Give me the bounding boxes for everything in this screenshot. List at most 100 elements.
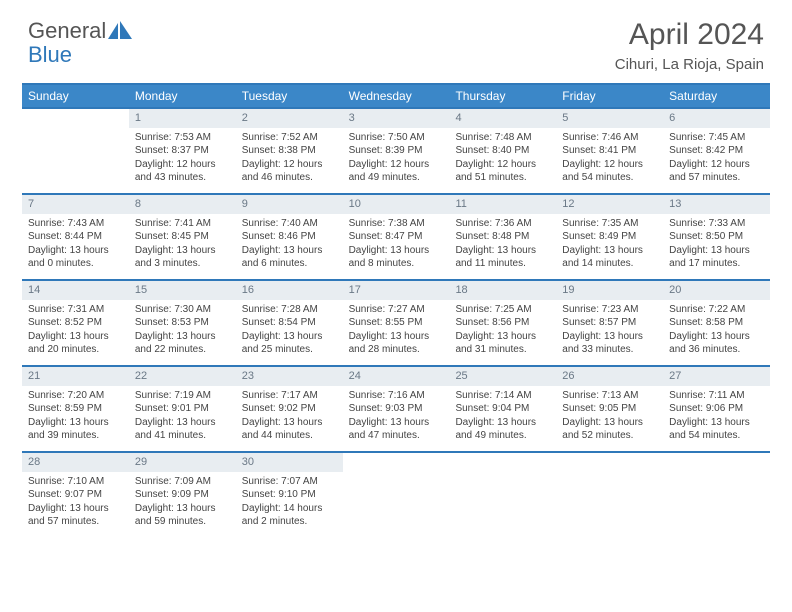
sunset-text: Sunset: 8:54 PM xyxy=(242,316,337,330)
daylight-text: Daylight: 13 hours and 47 minutes. xyxy=(349,416,444,443)
daylight-text: Daylight: 14 hours and 2 minutes. xyxy=(242,502,337,529)
sunset-text: Sunset: 8:41 PM xyxy=(562,144,657,158)
sunset-text: Sunset: 8:58 PM xyxy=(669,316,764,330)
day-number: 10 xyxy=(343,195,450,214)
day-body: Sunrise: 7:10 AMSunset: 9:07 PMDaylight:… xyxy=(22,472,129,535)
daylight-text: Daylight: 13 hours and 3 minutes. xyxy=(135,244,230,271)
weekday-fri: Friday xyxy=(556,85,663,107)
day-body: Sunrise: 7:16 AMSunset: 9:03 PMDaylight:… xyxy=(343,386,450,449)
sunrise-text: Sunrise: 7:38 AM xyxy=(349,217,444,231)
daylight-text: Daylight: 13 hours and 41 minutes. xyxy=(135,416,230,443)
day-number: 3 xyxy=(343,109,450,128)
sunrise-text: Sunrise: 7:13 AM xyxy=(562,389,657,403)
week-row: 1Sunrise: 7:53 AMSunset: 8:37 PMDaylight… xyxy=(22,107,770,193)
day-number: 17 xyxy=(343,281,450,300)
sunset-text: Sunset: 8:52 PM xyxy=(28,316,123,330)
day-body: Sunrise: 7:53 AMSunset: 8:37 PMDaylight:… xyxy=(129,128,236,191)
day-cell xyxy=(449,453,556,537)
day-cell: 27Sunrise: 7:11 AMSunset: 9:06 PMDayligh… xyxy=(663,367,770,451)
sunset-text: Sunset: 8:45 PM xyxy=(135,230,230,244)
daylight-text: Daylight: 13 hours and 28 minutes. xyxy=(349,330,444,357)
sunrise-text: Sunrise: 7:36 AM xyxy=(455,217,550,231)
day-number: 2 xyxy=(236,109,343,128)
day-body: Sunrise: 7:48 AMSunset: 8:40 PMDaylight:… xyxy=(449,128,556,191)
day-body: Sunrise: 7:30 AMSunset: 8:53 PMDaylight:… xyxy=(129,300,236,363)
day-cell: 23Sunrise: 7:17 AMSunset: 9:02 PMDayligh… xyxy=(236,367,343,451)
sunrise-text: Sunrise: 7:50 AM xyxy=(349,131,444,145)
day-number: 25 xyxy=(449,367,556,386)
daylight-text: Daylight: 12 hours and 43 minutes. xyxy=(135,158,230,185)
day-number: 6 xyxy=(663,109,770,128)
title-block: April 2024 Cihuri, La Rioja, Spain xyxy=(615,18,764,73)
daylight-text: Daylight: 13 hours and 17 minutes. xyxy=(669,244,764,271)
daylight-text: Daylight: 13 hours and 59 minutes. xyxy=(135,502,230,529)
daylight-text: Daylight: 13 hours and 0 minutes. xyxy=(28,244,123,271)
sunrise-text: Sunrise: 7:22 AM xyxy=(669,303,764,317)
day-body: Sunrise: 7:28 AMSunset: 8:54 PMDaylight:… xyxy=(236,300,343,363)
sunrise-text: Sunrise: 7:11 AM xyxy=(669,389,764,403)
day-number: 13 xyxy=(663,195,770,214)
day-body: Sunrise: 7:07 AMSunset: 9:10 PMDaylight:… xyxy=(236,472,343,535)
day-body: Sunrise: 7:11 AMSunset: 9:06 PMDaylight:… xyxy=(663,386,770,449)
week-row: 21Sunrise: 7:20 AMSunset: 8:59 PMDayligh… xyxy=(22,365,770,451)
daylight-text: Daylight: 13 hours and 57 minutes. xyxy=(28,502,123,529)
day-cell: 8Sunrise: 7:41 AMSunset: 8:45 PMDaylight… xyxy=(129,195,236,279)
sunset-text: Sunset: 9:06 PM xyxy=(669,402,764,416)
day-body: Sunrise: 7:33 AMSunset: 8:50 PMDaylight:… xyxy=(663,214,770,277)
day-cell: 18Sunrise: 7:25 AMSunset: 8:56 PMDayligh… xyxy=(449,281,556,365)
daylight-text: Daylight: 12 hours and 46 minutes. xyxy=(242,158,337,185)
week-row: 28Sunrise: 7:10 AMSunset: 9:07 PMDayligh… xyxy=(22,451,770,537)
daylight-text: Daylight: 13 hours and 11 minutes. xyxy=(455,244,550,271)
sunset-text: Sunset: 9:02 PM xyxy=(242,402,337,416)
day-body: Sunrise: 7:41 AMSunset: 8:45 PMDaylight:… xyxy=(129,214,236,277)
brand-word-2: Blue xyxy=(28,42,72,68)
daylight-text: Daylight: 13 hours and 6 minutes. xyxy=(242,244,337,271)
sunrise-text: Sunrise: 7:35 AM xyxy=(562,217,657,231)
sunset-text: Sunset: 8:42 PM xyxy=(669,144,764,158)
sunset-text: Sunset: 9:03 PM xyxy=(349,402,444,416)
day-number: 29 xyxy=(129,453,236,472)
sunrise-text: Sunrise: 7:31 AM xyxy=(28,303,123,317)
sunset-text: Sunset: 9:09 PM xyxy=(135,488,230,502)
day-cell: 13Sunrise: 7:33 AMSunset: 8:50 PMDayligh… xyxy=(663,195,770,279)
sunrise-text: Sunrise: 7:07 AM xyxy=(242,475,337,489)
sunrise-text: Sunrise: 7:28 AM xyxy=(242,303,337,317)
day-cell: 3Sunrise: 7:50 AMSunset: 8:39 PMDaylight… xyxy=(343,109,450,193)
day-body: Sunrise: 7:50 AMSunset: 8:39 PMDaylight:… xyxy=(343,128,450,191)
daylight-text: Daylight: 13 hours and 14 minutes. xyxy=(562,244,657,271)
day-cell: 10Sunrise: 7:38 AMSunset: 8:47 PMDayligh… xyxy=(343,195,450,279)
day-number: 7 xyxy=(22,195,129,214)
day-cell xyxy=(343,453,450,537)
location-text: Cihuri, La Rioja, Spain xyxy=(615,56,764,73)
daylight-text: Daylight: 13 hours and 31 minutes. xyxy=(455,330,550,357)
sunrise-text: Sunrise: 7:16 AM xyxy=(349,389,444,403)
sunrise-text: Sunrise: 7:53 AM xyxy=(135,131,230,145)
sunset-text: Sunset: 8:48 PM xyxy=(455,230,550,244)
brand-logo: General xyxy=(28,18,136,44)
sunrise-text: Sunrise: 7:48 AM xyxy=(455,131,550,145)
day-cell: 21Sunrise: 7:20 AMSunset: 8:59 PMDayligh… xyxy=(22,367,129,451)
day-cell: 1Sunrise: 7:53 AMSunset: 8:37 PMDaylight… xyxy=(129,109,236,193)
day-number: 26 xyxy=(556,367,663,386)
daylight-text: Daylight: 13 hours and 20 minutes. xyxy=(28,330,123,357)
day-number: 8 xyxy=(129,195,236,214)
sunset-text: Sunset: 8:57 PM xyxy=(562,316,657,330)
calendar: Sunday Monday Tuesday Wednesday Thursday… xyxy=(22,83,770,537)
day-number: 19 xyxy=(556,281,663,300)
sunrise-text: Sunrise: 7:46 AM xyxy=(562,131,657,145)
day-number: 20 xyxy=(663,281,770,300)
sunset-text: Sunset: 9:10 PM xyxy=(242,488,337,502)
day-number: 12 xyxy=(556,195,663,214)
daylight-text: Daylight: 13 hours and 52 minutes. xyxy=(562,416,657,443)
day-cell: 20Sunrise: 7:22 AMSunset: 8:58 PMDayligh… xyxy=(663,281,770,365)
day-body: Sunrise: 7:35 AMSunset: 8:49 PMDaylight:… xyxy=(556,214,663,277)
weeks-container: 1Sunrise: 7:53 AMSunset: 8:37 PMDaylight… xyxy=(22,107,770,537)
sunset-text: Sunset: 8:55 PM xyxy=(349,316,444,330)
day-cell: 12Sunrise: 7:35 AMSunset: 8:49 PMDayligh… xyxy=(556,195,663,279)
daylight-text: Daylight: 13 hours and 54 minutes. xyxy=(669,416,764,443)
day-body: Sunrise: 7:38 AMSunset: 8:47 PMDaylight:… xyxy=(343,214,450,277)
day-body: Sunrise: 7:23 AMSunset: 8:57 PMDaylight:… xyxy=(556,300,663,363)
day-cell: 14Sunrise: 7:31 AMSunset: 8:52 PMDayligh… xyxy=(22,281,129,365)
daylight-text: Daylight: 13 hours and 8 minutes. xyxy=(349,244,444,271)
day-number: 23 xyxy=(236,367,343,386)
